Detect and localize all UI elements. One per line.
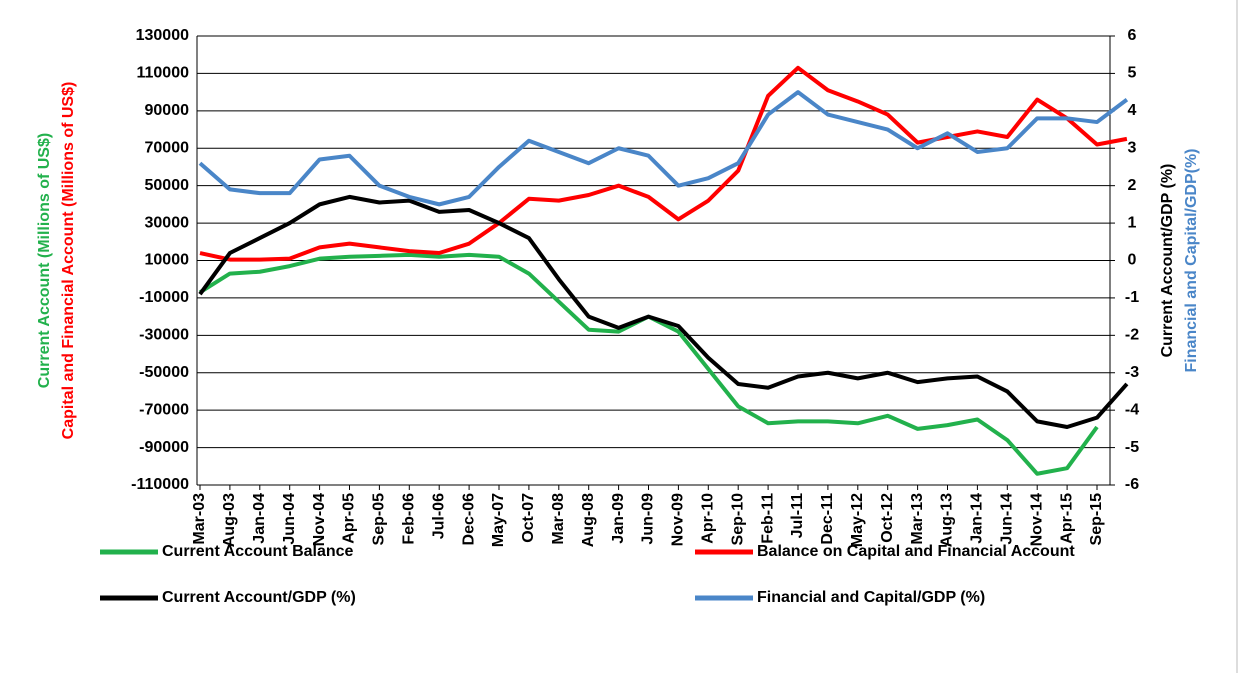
x-tick-label: May-12 xyxy=(849,493,866,547)
x-tick-label: Oct-07 xyxy=(520,493,537,543)
x-tick-label: Oct-12 xyxy=(879,493,896,543)
x-tick-label: Apr-10 xyxy=(700,493,717,544)
y2-tick-label: -3 xyxy=(1125,364,1139,381)
y-tick-label: 30000 xyxy=(145,214,190,231)
x-tick-label: Nov-14 xyxy=(1028,493,1045,546)
y2-tick-label: -4 xyxy=(1125,401,1139,418)
x-tick-label: Jan-09 xyxy=(610,493,627,544)
x-tick-label: Jun-09 xyxy=(640,493,657,545)
series-line xyxy=(198,90,1129,207)
y-tick-label: 70000 xyxy=(145,139,190,156)
y-tick-label: 50000 xyxy=(145,177,190,194)
legend-label: Financial and Capital/GDP (%) xyxy=(757,589,985,606)
x-tick-label: Feb-11 xyxy=(759,493,776,544)
y2-axis-title: Current Account/GDP (%) xyxy=(1159,164,1176,358)
x-tick-label: Jul-06 xyxy=(430,493,447,539)
x-tick-label: Sep-15 xyxy=(1088,493,1105,546)
x-tick-label: Sep-10 xyxy=(729,493,746,546)
x-tick-label: Aug-13 xyxy=(939,493,956,547)
y-tick-label: -50000 xyxy=(139,364,189,381)
x-tick-label: Mar-13 xyxy=(909,493,926,545)
x-tick-label: Jan-14 xyxy=(969,493,986,544)
y2-tick-label: 3 xyxy=(1128,139,1137,156)
x-tick-label: Dec-11 xyxy=(819,493,836,545)
x-tick-label: Dec-06 xyxy=(460,493,477,546)
y-tick-label: 90000 xyxy=(145,102,190,119)
x-tick-label: Nov-04 xyxy=(311,493,328,546)
legend-label: Current Account Balance xyxy=(162,543,354,560)
series-line xyxy=(199,65,1128,262)
y2-tick-label: -1 xyxy=(1125,289,1139,306)
x-tick-label: Apr-15 xyxy=(1058,493,1075,544)
y-axis-title: Current Account (Millions of US$) xyxy=(36,133,53,388)
legend-label: Current Account/GDP (%) xyxy=(162,589,356,606)
y2-tick-label: 5 xyxy=(1128,65,1137,82)
legend-label: Balance on Capital and Financial Account xyxy=(757,543,1075,560)
series-line xyxy=(198,194,1129,430)
y-tick-label: -90000 xyxy=(139,439,189,456)
y2-tick-label: 1 xyxy=(1128,214,1137,231)
y-tick-label: 10000 xyxy=(145,252,190,269)
x-tick-label: Mar-08 xyxy=(550,493,567,545)
y2-tick-label: 2 xyxy=(1128,177,1137,194)
x-tick-label: Feb-06 xyxy=(401,493,418,545)
y-tick-label: -10000 xyxy=(139,289,189,306)
y2-tick-label: 6 xyxy=(1128,27,1137,44)
y2-tick-label: 0 xyxy=(1128,252,1137,269)
y2-tick-label: 4 xyxy=(1128,102,1137,119)
x-tick-label: Jan-04 xyxy=(251,493,268,544)
x-tick-label: Sep-05 xyxy=(371,493,388,546)
x-tick-label: Mar-03 xyxy=(191,493,208,545)
y2-tick-label: -5 xyxy=(1125,439,1139,456)
x-tick-label: May-07 xyxy=(490,493,507,547)
x-tick-label: Jun-14 xyxy=(999,493,1016,545)
y2-axis-title: Financial and Capital/GDP(%) xyxy=(1183,148,1200,372)
y-tick-label: 130000 xyxy=(136,27,189,44)
x-tick-label: Jun-04 xyxy=(281,493,298,545)
y2-tick-label: -2 xyxy=(1125,327,1139,344)
x-tick-label: Nov-09 xyxy=(670,493,687,546)
y-tick-label: -30000 xyxy=(139,327,189,344)
y2-tick-label: -6 xyxy=(1125,476,1139,493)
y-axis-title: Capital and Financial Account (Millions … xyxy=(60,82,77,440)
x-tick-label: Aug-08 xyxy=(580,493,597,547)
x-tick-label: Aug-03 xyxy=(221,493,238,547)
x-tick-label: Apr-05 xyxy=(341,493,358,544)
y-tick-label: 110000 xyxy=(136,65,189,82)
y-tick-label: -70000 xyxy=(139,401,189,418)
y-tick-label: -110000 xyxy=(131,476,189,493)
x-tick-label: Jul-11 xyxy=(789,493,806,538)
